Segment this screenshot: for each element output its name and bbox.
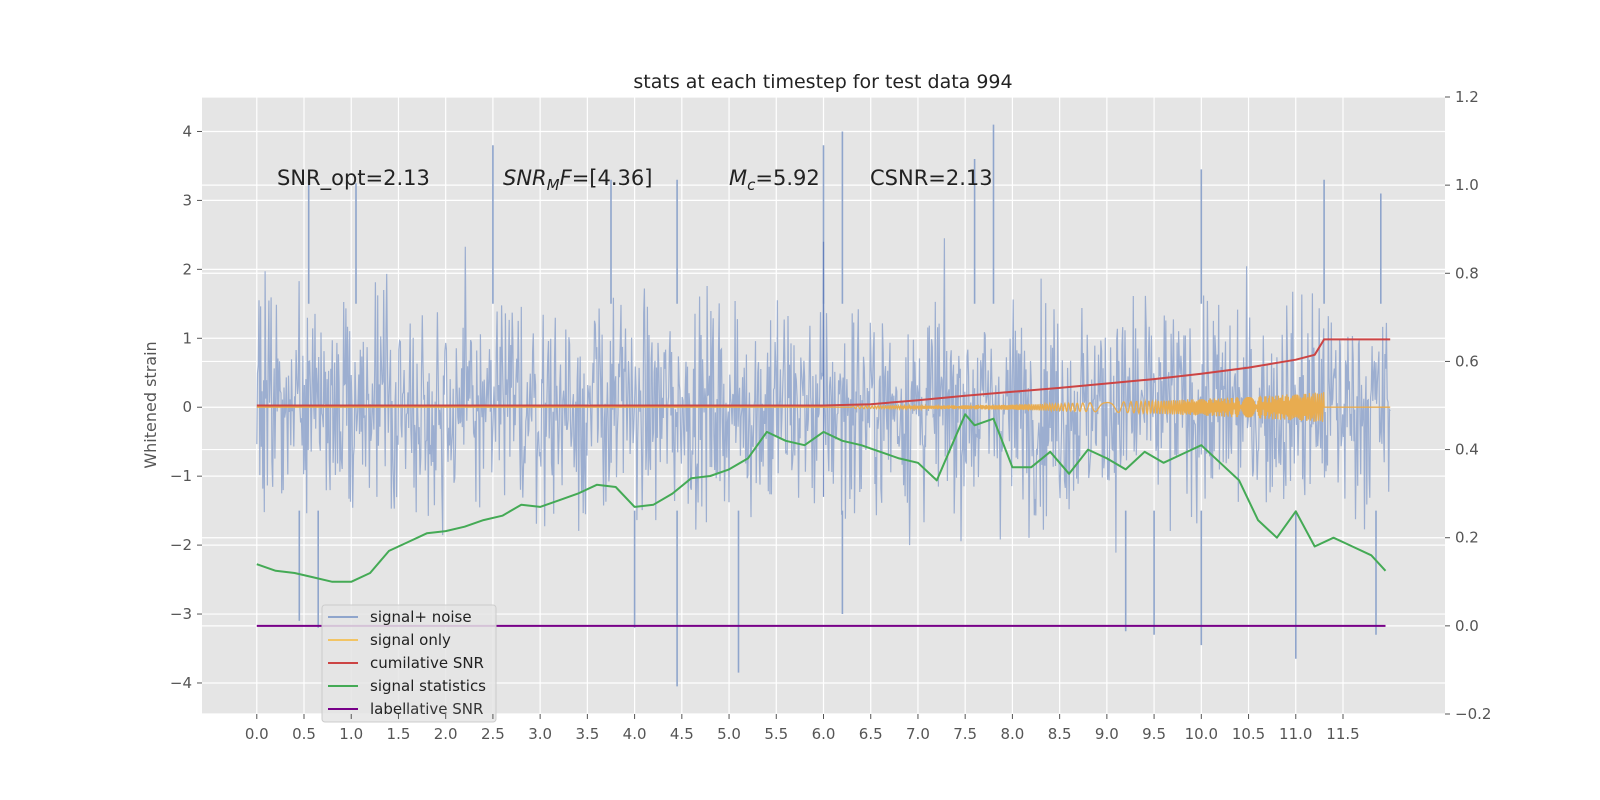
x-tick-label-8: 4.0: [623, 725, 647, 743]
axes: 0.0 0.5 1.0 1.5 2.0 2.5 3.0 3.5 4.0 4.5 5.0 5.5 6.0 6…: [170, 88, 1492, 743]
legend-label-4: label: [370, 700, 406, 718]
x-tick-label-13: 6.5: [859, 725, 883, 743]
y2-tick-label-6: 0.0: [1455, 617, 1479, 635]
annotation-2: Mc=5.92: [729, 166, 820, 194]
y-tick-label-2: 2: [182, 260, 192, 278]
x-tick-label-10: 5.0: [717, 725, 741, 743]
x-tick-label-22: 11.0: [1279, 725, 1312, 743]
signal-only-line: [256, 392, 1391, 422]
x-tick-label-12: 6.0: [812, 725, 836, 743]
x-tick-label-15: 7.5: [953, 725, 977, 743]
y-tick-label-8: −4: [170, 674, 192, 692]
y2-tick-label-4: 0.4: [1455, 441, 1479, 459]
legend-label-0: signal+ noise: [370, 608, 472, 626]
y2-tick-label-5: 0.2: [1455, 529, 1479, 547]
x-tick-label-1: 0.5: [292, 725, 316, 743]
y2-tick-label-7: −0.2: [1455, 705, 1491, 723]
x-tick-label-17: 8.5: [1048, 725, 1072, 743]
annotations: SNR_opt=2.13 SNRMF=[4.36] Mc=5.92 CSNR=2.13: [277, 166, 993, 194]
y2-tick-label-3: 0.6: [1455, 352, 1479, 370]
y-axis-label: Whitened strain: [141, 341, 160, 468]
x-tick-label-14: 7.0: [906, 725, 930, 743]
y2-tick-label-1: 1.0: [1455, 176, 1479, 194]
y-tick-label-0: 4: [182, 122, 192, 140]
x-tick-label-5: 2.5: [481, 725, 505, 743]
y-tick-label-3: 1: [182, 329, 192, 347]
legend: signal+ noise signal only cumilative SNR si…: [321, 604, 497, 723]
x-tick-label-11: 5.5: [764, 725, 788, 743]
annotation-3: CSNR=2.13: [870, 166, 993, 190]
cumilative-snr-line: [256, 338, 1391, 407]
y-tick-label-6: −2: [170, 536, 192, 554]
x-tick-label-7: 3.5: [575, 725, 599, 743]
y-tick-label-7: −3: [170, 605, 192, 623]
x-tick-label-0: 0.0: [245, 725, 269, 743]
annotation-1: SNRMF=[4.36]: [503, 166, 652, 194]
y-tick-label-1: 3: [182, 191, 192, 209]
x-tick-label-16: 8.0: [1000, 725, 1024, 743]
signal-noise-spikes: [298, 124, 1382, 687]
x-tick-label-4: 2.0: [434, 725, 458, 743]
signal-statistics-line: [256, 413, 1387, 583]
annotation-0: SNR_opt=2.13: [277, 166, 430, 191]
x-tick-label-3: 1.5: [387, 725, 411, 743]
y2-tick-label-2: 0.8: [1455, 264, 1479, 282]
y-tick-label-5: −1: [170, 467, 192, 485]
x-tick-label-21: 10.5: [1232, 725, 1265, 743]
legend-label-2: cumilative SNR: [370, 654, 484, 672]
x-tick-label-18: 9.0: [1095, 725, 1119, 743]
x-tick-label-2: 1.0: [339, 725, 363, 743]
y2-tick-label-0: 1.2: [1455, 88, 1479, 106]
x-tick-label-9: 4.5: [670, 725, 694, 743]
x-tick-label-19: 9.5: [1142, 725, 1166, 743]
chart-title: stats at each timestep for test data 994: [633, 71, 1012, 93]
x-tick-label-20: 10.0: [1185, 725, 1218, 743]
legend-box: [321, 604, 497, 723]
signal-noise-series: [256, 124, 1391, 687]
y-tick-label-4: 0: [182, 398, 192, 416]
x-tick-label-23: 11.5: [1326, 725, 1359, 743]
legend-ghost-text: lative SNR: [406, 700, 483, 718]
x-tick-label-6: 3.0: [528, 725, 552, 743]
legend-label-1: signal only: [370, 631, 451, 649]
legend-label-3: signal statistics: [370, 677, 486, 695]
